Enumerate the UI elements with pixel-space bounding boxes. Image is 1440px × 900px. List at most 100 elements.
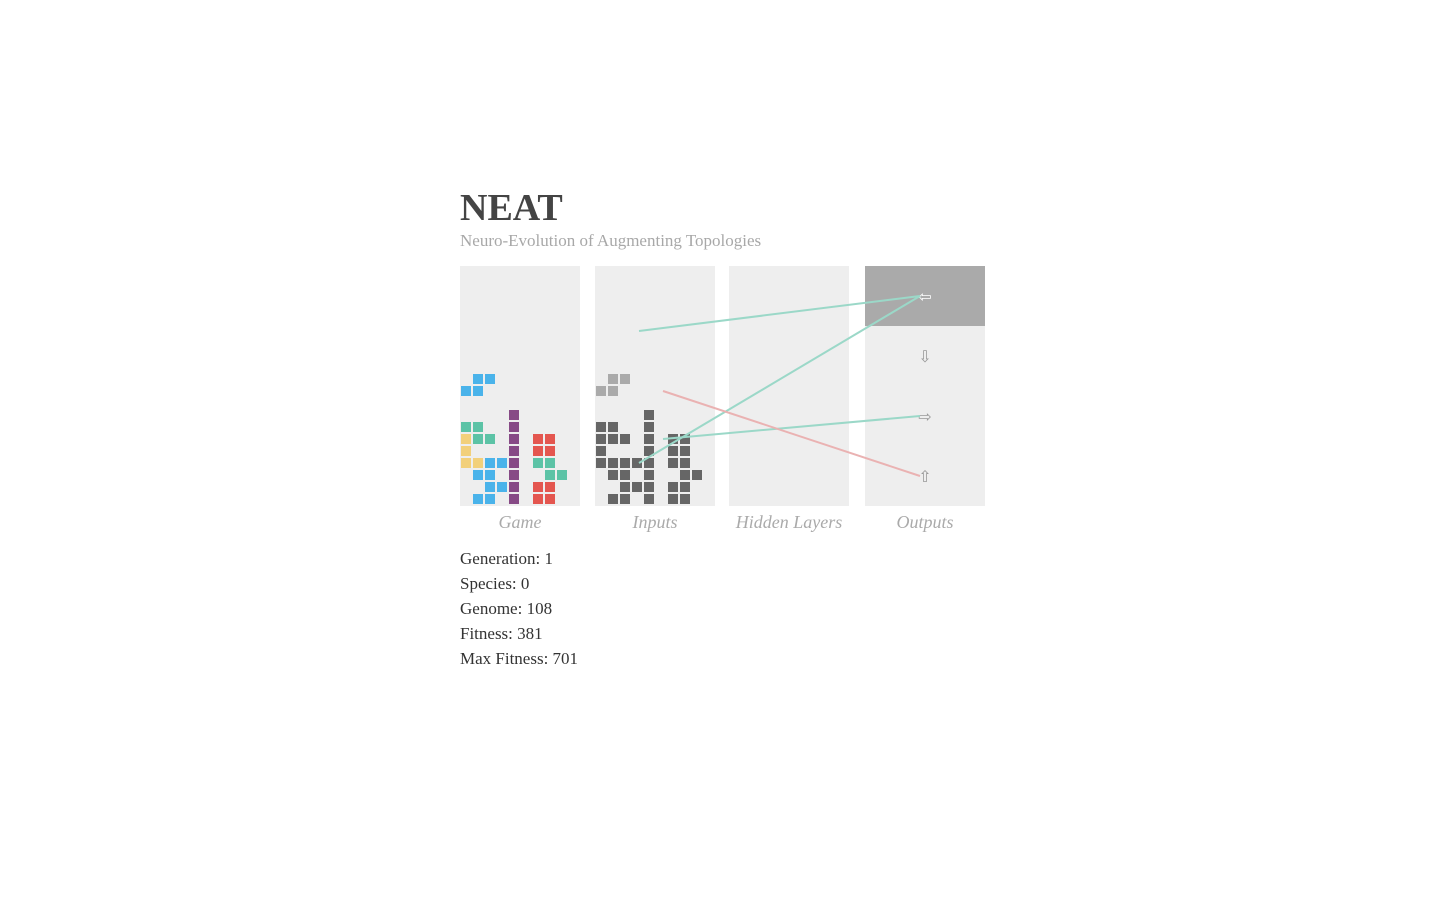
game-cell xyxy=(509,494,519,504)
game-cell xyxy=(557,470,567,480)
input-cell xyxy=(620,482,630,492)
input-cell xyxy=(644,410,654,420)
input-cell xyxy=(692,470,702,480)
game-cell xyxy=(473,434,483,444)
game-cell xyxy=(461,434,471,444)
stats-panel: Generation: 1 Species: 0 Genome: 108 Fit… xyxy=(460,546,578,671)
game-cell xyxy=(533,446,543,456)
input-cell xyxy=(644,494,654,504)
input-cell xyxy=(632,482,642,492)
page-subtitle: Neuro-Evolution of Augmenting Topologies xyxy=(460,231,762,250)
input-cell xyxy=(668,446,678,456)
input-cell xyxy=(680,458,690,468)
game-cell xyxy=(461,422,471,432)
input-cell xyxy=(644,482,654,492)
falling-piece-cell xyxy=(461,386,471,396)
falling-piece-cell xyxy=(473,386,483,396)
input-cell xyxy=(620,434,630,444)
label-inputs: Inputs xyxy=(632,512,678,532)
input-cell xyxy=(596,446,606,456)
game-cell xyxy=(545,434,555,444)
output-left-icon: ⇦ xyxy=(865,266,985,326)
game-cell xyxy=(485,482,495,492)
output-right-icon: ⇨ xyxy=(918,406,932,426)
output-rotate-icon: ⇧ xyxy=(918,466,932,486)
input-cell xyxy=(596,422,606,432)
game-cell xyxy=(485,470,495,480)
game-cell xyxy=(473,458,483,468)
input-cell xyxy=(644,458,654,468)
label-hidden-layers: Hidden Layers xyxy=(735,512,843,532)
label-game: Game xyxy=(498,512,542,532)
game-cell xyxy=(533,482,543,492)
falling-piece-cell xyxy=(473,374,483,384)
output-down-icon: ⇩ xyxy=(918,346,932,366)
stat-fitness: Fitness: 381 xyxy=(460,624,543,643)
network-visualization: ⇦ ⇩ ⇨ ⇧ xyxy=(460,266,985,506)
label-outputs: Outputs xyxy=(896,512,954,532)
game-cell xyxy=(497,482,507,492)
input-cell xyxy=(608,422,618,432)
input-piece-cell xyxy=(608,386,618,396)
neat-app: NEAT Neuro-Evolution of Augmenting Topol… xyxy=(460,186,1000,668)
input-piece-cell xyxy=(596,386,606,396)
stat-species: Species: 0 xyxy=(460,574,530,593)
input-cell xyxy=(608,494,618,504)
input-cell xyxy=(680,494,690,504)
game-cell xyxy=(461,446,471,456)
game-cell xyxy=(509,482,519,492)
input-cell xyxy=(644,422,654,432)
input-cell xyxy=(608,470,618,480)
stat-genome: Genome: 108 xyxy=(460,599,553,618)
game-cell xyxy=(545,494,555,504)
game-cell xyxy=(545,458,555,468)
game-cell xyxy=(461,458,471,468)
game-cell xyxy=(485,434,495,444)
input-cell xyxy=(668,458,678,468)
game-cell xyxy=(509,410,519,420)
game-cell xyxy=(473,470,483,480)
input-cell xyxy=(596,458,606,468)
stat-generation: Generation: 1 xyxy=(460,549,553,568)
game-cell xyxy=(509,446,519,456)
game-cell xyxy=(533,434,543,444)
input-cell xyxy=(644,446,654,456)
panel-labels: Game Inputs Hidden Layers Outputs xyxy=(460,512,985,536)
falling-piece-cell xyxy=(485,374,495,384)
game-cell xyxy=(545,446,555,456)
input-cell xyxy=(620,470,630,480)
game-cell xyxy=(485,494,495,504)
game-board xyxy=(460,266,580,506)
input-cell xyxy=(680,434,690,444)
input-cell xyxy=(644,434,654,444)
game-cell xyxy=(485,458,495,468)
input-cell xyxy=(680,470,690,480)
game-cell xyxy=(509,470,519,480)
input-cell xyxy=(668,482,678,492)
input-cell xyxy=(668,494,678,504)
input-cell xyxy=(608,434,618,444)
input-cell xyxy=(680,446,690,456)
input-cell xyxy=(644,470,654,480)
game-cell xyxy=(509,458,519,468)
input-cell xyxy=(668,434,678,444)
input-piece-cell xyxy=(620,374,630,384)
stat-max-fitness: Max Fitness: 701 xyxy=(460,649,579,668)
input-cell xyxy=(608,458,618,468)
game-cell xyxy=(497,458,507,468)
input-cell xyxy=(680,482,690,492)
game-cell xyxy=(473,422,483,432)
inputs-grid xyxy=(595,266,715,506)
game-cell xyxy=(509,434,519,444)
game-cell xyxy=(473,494,483,504)
game-cell xyxy=(533,494,543,504)
game-cell xyxy=(545,482,555,492)
hidden-layers-panel xyxy=(729,266,849,506)
game-cell xyxy=(509,422,519,432)
input-cell xyxy=(632,458,642,468)
game-cell xyxy=(533,458,543,468)
input-cell xyxy=(596,434,606,444)
page-title: NEAT xyxy=(460,187,563,229)
game-cell xyxy=(545,470,555,480)
input-cell xyxy=(620,458,630,468)
